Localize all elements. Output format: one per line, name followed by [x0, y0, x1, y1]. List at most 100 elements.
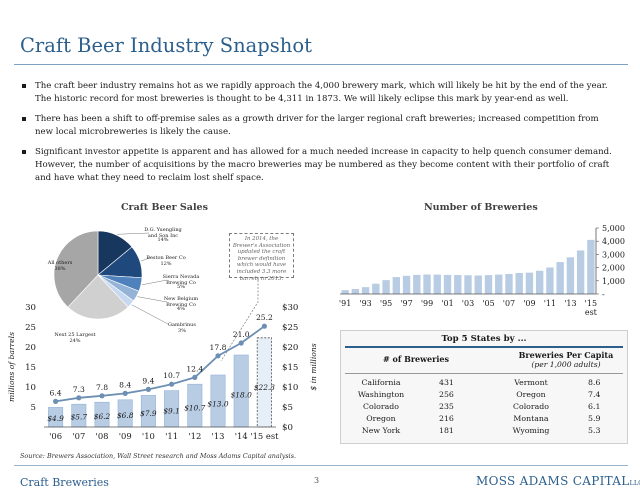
x-tick-label: '13: [564, 299, 576, 308]
pie-slice-label: All others: [47, 260, 73, 266]
footer-section-title: Craft Breweries: [20, 476, 109, 489]
sales-value-label: $10.7: [184, 404, 205, 413]
top-states-title: Top 5 States by ...: [441, 334, 527, 344]
per-capita-state: Montana: [513, 414, 549, 423]
brewery-bar: [474, 275, 482, 294]
x-tick-note: est: [585, 308, 598, 317]
y-tick-label: 5: [31, 403, 36, 413]
pie-slice-label: Gambrinus: [168, 322, 196, 328]
pie-slice-label: New Belgium Brewing Co: [164, 296, 198, 308]
pie-slice-label: Sierra Nevada Brewing Co: [163, 274, 200, 286]
table-row: New York 181 Wyoming 5.3: [341, 426, 627, 438]
bullet-text: There has been a shift to off-premise sa…: [35, 114, 599, 137]
y2-tick-label: $20: [282, 343, 298, 353]
y-axis-label: millions of barrels: [7, 332, 16, 402]
col-per-capita-subheader: (per 1,000 adults): [531, 360, 601, 369]
x-tick-label: '97: [400, 299, 412, 308]
brewery-bar: [443, 274, 452, 294]
brand-name: MOSS ADAMS CAPITAL: [476, 474, 630, 488]
per-capita-state: Wyoming: [512, 426, 550, 435]
brewery-bar: [535, 270, 544, 294]
brewery-count: 431: [439, 378, 454, 387]
x-tick-label: '01: [441, 299, 453, 308]
barrels-value-label: 17.8: [210, 343, 227, 352]
per-capita-value: 6.1: [588, 402, 601, 411]
brewery-count: 235: [439, 402, 454, 411]
bullet-marker: [22, 150, 26, 154]
brand-suffix: LLC: [629, 479, 640, 487]
x-tick-label: '13: [212, 431, 225, 441]
barrels-point: [145, 386, 151, 392]
pie-leader-line: [137, 296, 168, 303]
x-tick-label: '15: [585, 299, 597, 308]
sales-value-label: $6.2: [94, 412, 111, 421]
brewery-bar: [495, 274, 503, 294]
x-tick-label: '08: [96, 431, 109, 441]
sales-value-label: $6.8: [117, 411, 134, 420]
y-tick-label: 5,000: [602, 224, 625, 233]
pie-leader-line: [141, 279, 168, 286]
barrels-value-label: 6.4: [50, 388, 62, 397]
y-tick-label: 3,000: [602, 250, 625, 259]
brewery-bar: [382, 280, 390, 294]
pie-slice-name: New Belgium: [164, 296, 198, 302]
barrels-value-label: 7.8: [96, 383, 108, 392]
barrels-value-label: 25.2: [256, 313, 273, 322]
brewery-bar: [587, 239, 595, 294]
brewery-bar: [515, 273, 523, 294]
per-capita-state: Vermont: [514, 378, 548, 387]
brewery-bar: [454, 274, 462, 294]
pie-slice: [67, 274, 129, 320]
brewery-bar: [576, 250, 585, 294]
brewery-bar: [423, 274, 431, 294]
top-states-title-rule: [345, 346, 623, 348]
state-name: California: [361, 378, 401, 387]
brewery-count: 216: [439, 414, 454, 423]
sales-value-label: $13.0: [207, 400, 228, 409]
pie-slice-label: Boston Beer Co: [146, 255, 186, 261]
footer-brand-logo: MOSS ADAMS CAPITALLLC: [476, 474, 640, 488]
brewery-bar: [392, 277, 401, 294]
per-capita-state: Colorado: [513, 402, 549, 411]
y-tick-label: 25: [25, 323, 36, 333]
x-tick-label: '09: [523, 299, 535, 308]
pie-leader-line: [131, 304, 169, 325]
brewery-bar: [484, 275, 493, 294]
x-tick-label: '93: [359, 299, 371, 308]
breweries-heading: Number of Breweries: [424, 202, 538, 213]
barrels-point: [76, 395, 82, 401]
pie-slice-name: D.G. Yuengling: [144, 227, 182, 233]
brewery-count: 256: [439, 390, 454, 399]
slide-title: Craft Beer Industry Snapshot: [20, 34, 312, 57]
x-tick-label: '95: [380, 299, 392, 308]
callout-connector: [220, 280, 259, 362]
brewery-bar: [372, 283, 380, 294]
per-capita-value: 8.6: [588, 378, 601, 387]
bullet-list: The craft beer industry remains hot as w…: [22, 80, 618, 192]
sales-value-label: $5.7: [71, 413, 88, 422]
brewery-bar: [351, 288, 360, 294]
state-name: Colorado: [363, 402, 399, 411]
x-tick-label: '15 est: [250, 431, 279, 441]
x-tick-label: '11: [544, 299, 556, 308]
x-tick-label: '10: [142, 431, 155, 441]
bullet-text: Significant investor appetite is apparen…: [35, 147, 612, 183]
pie-slice-pct: 14%: [157, 237, 168, 243]
y-tick-label: 30: [25, 303, 36, 313]
y-tick-label: 15: [25, 363, 36, 373]
brewery-count: 181: [439, 426, 454, 435]
barrels-point: [192, 374, 198, 380]
pie-slice-name: and Son Inc: [148, 233, 178, 239]
barrels-value-label: 10.7: [163, 371, 180, 380]
pie-slice-pct: 12%: [160, 261, 171, 267]
y-tick-label: 10: [25, 383, 36, 393]
pie-slice-name: Brewing Co: [166, 302, 196, 308]
x-tick-label: '03: [462, 299, 474, 308]
pie-slice-name: Boston Beer Co: [146, 255, 186, 261]
brewery-bar: [566, 257, 575, 294]
x-tick-label: '14: [235, 431, 248, 441]
sales-heading: Craft Beer Sales: [121, 202, 208, 213]
pie-slice-name: Sierra Nevada: [163, 274, 200, 280]
pie-slice-label: Next 25 Largest: [54, 332, 95, 338]
state-name: Oregon: [366, 414, 396, 423]
